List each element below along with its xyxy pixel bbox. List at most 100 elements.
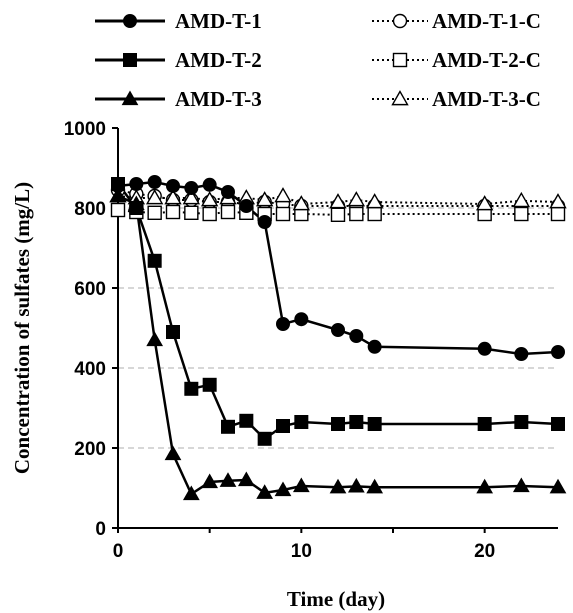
data-point-amd-t-2: [239, 413, 254, 428]
data-point-amd-t-3-c: [347, 191, 366, 207]
x-tick-label: 20: [474, 541, 495, 562]
data-point-amd-t-3: [366, 478, 384, 494]
data-point-amd-t-1: [239, 199, 254, 213]
data-point-amd-t-3: [182, 485, 200, 501]
data-point-amd-t-1: [367, 339, 382, 354]
legend-label-amd-t-1-c: AMD-T-1-C: [432, 9, 541, 33]
x-tick-label: 0: [113, 541, 124, 562]
data-point-amd-t-3: [146, 331, 164, 347]
data-point-amd-t-3: [164, 445, 182, 461]
data-point-amd-t-1: [349, 329, 364, 343]
data-point-amd-t-2: [367, 417, 382, 431]
y-axis-label: Concentration of sulfates (mg/L): [10, 182, 34, 474]
data-point-amd-t-1: [294, 312, 309, 327]
data-point-amd-t-2: [294, 415, 309, 429]
data-point-amd-t-3-c: [164, 189, 182, 205]
legend-marker-amd-t-1-c: [392, 13, 408, 29]
data-point-amd-t-3-c: [475, 195, 494, 211]
legend-label-amd-t-1: AMD-T-1: [175, 9, 262, 33]
data-point-amd-t-3-c: [292, 195, 311, 211]
data-point-amd-t-3: [109, 187, 127, 203]
data-point-amd-t-2: [221, 419, 235, 434]
data-point-amd-t-2: [276, 419, 290, 433]
data-point-amd-t-3: [549, 478, 567, 494]
x-axis-label: Time (day): [287, 587, 385, 611]
data-point-amd-t-2: [477, 417, 492, 431]
data-point-amd-t-1: [202, 177, 217, 192]
data-point-amd-t-2-c: [202, 206, 217, 222]
data-point-amd-t-3: [256, 484, 274, 499]
y-tick-label: 800: [74, 199, 106, 220]
data-point-amd-t-3: [476, 478, 494, 494]
legend-marker-amd-t-3-c: [391, 90, 409, 106]
y-tick-label: 600: [74, 279, 106, 300]
data-point-amd-t-2-c: [184, 205, 199, 221]
data-point-amd-t-2-c: [147, 205, 162, 221]
series-line-amd-t-3: [117, 194, 559, 496]
data-point-amd-t-3-c: [329, 193, 347, 209]
data-point-amd-t-1: [147, 175, 162, 189]
y-tick-label: 0: [95, 519, 106, 540]
data-point-amd-t-1: [166, 179, 180, 193]
y-tick-label: 400: [74, 359, 106, 380]
legend-marker-amd-t-2: [123, 53, 137, 67]
data-point-amd-t-2-c: [367, 206, 382, 222]
data-point-amd-t-3: [219, 472, 237, 487]
data-point-amd-t-2-c: [110, 202, 126, 218]
legend-label-amd-t-3: AMD-T-3: [175, 87, 262, 111]
y-tick-label: 1000: [64, 119, 106, 140]
data-point-amd-t-3: [347, 477, 365, 493]
legend-marker-amd-t-1: [123, 14, 137, 28]
data-point-amd-t-2-c: [220, 204, 236, 220]
data-point-amd-t-1: [551, 345, 565, 359]
data-point-amd-t-3-c: [365, 193, 384, 209]
legend-marker-amd-t-2-c: [392, 52, 408, 68]
data-point-amd-t-2: [202, 377, 217, 392]
data-point-amd-t-2-c: [514, 206, 529, 222]
data-point-amd-t-1: [276, 317, 290, 331]
data-point-amd-t-3: [274, 481, 292, 497]
data-point-amd-t-2-c: [275, 206, 291, 222]
data-point-amd-t-1: [221, 185, 235, 199]
data-point-amd-t-3-c: [274, 187, 292, 203]
data-point-amd-t-3-c: [200, 191, 219, 207]
series-markers: [109, 175, 567, 501]
data-point-amd-t-2-c: [330, 207, 346, 223]
legend-label-amd-t-2-c: AMD-T-2-C: [432, 48, 541, 72]
series-line-amd-t-2: [117, 183, 559, 441]
y-tick-label: 200: [74, 439, 106, 460]
data-point-amd-t-3: [127, 195, 145, 211]
data-point-amd-t-2-c: [165, 204, 181, 220]
data-point-amd-t-1: [129, 177, 144, 191]
data-point-amd-t-3-c: [255, 191, 274, 207]
data-point-amd-t-3: [329, 478, 347, 494]
data-point-amd-t-3-c: [145, 189, 164, 205]
legend-label-amd-t-2: AMD-T-2: [175, 48, 262, 72]
series-line-amd-t-3-c: [117, 194, 559, 206]
data-point-amd-t-2-c: [349, 206, 364, 222]
data-point-amd-t-1: [331, 323, 345, 337]
data-point-amd-t-3: [512, 477, 530, 493]
data-point-amd-t-1: [257, 215, 272, 229]
data-point-amd-t-2: [184, 381, 199, 396]
data-point-amd-t-3: [237, 471, 255, 487]
legend-label-amd-t-3-c: AMD-T-3-C: [432, 87, 541, 111]
data-point-amd-t-3-c: [549, 193, 567, 209]
data-point-amd-t-1: [514, 347, 529, 361]
data-point-amd-t-1: [184, 181, 199, 195]
axes: 0 200 400 600 800 1000 0 10 20: [64, 119, 558, 562]
data-point-amd-t-2: [514, 415, 529, 429]
data-point-amd-t-2: [331, 417, 345, 431]
data-point-amd-t-3: [292, 477, 310, 493]
legend: AMD-T-1 AMD-T-1-C AMD-T-2 AMD-T-2-C AMD-T-3 A…: [95, 9, 541, 111]
data-point-amd-t-1: [477, 341, 492, 356]
series-lines: [117, 180, 559, 496]
x-tick-label: 10: [291, 541, 312, 562]
data-point-amd-t-2: [166, 325, 180, 339]
data-point-amd-t-3: [201, 473, 219, 489]
legend-marker-amd-t-3: [121, 90, 139, 106]
data-point-amd-t-3-c: [512, 191, 531, 208]
data-point-amd-t-2: [551, 417, 565, 431]
data-point-amd-t-2-c: [550, 206, 566, 222]
